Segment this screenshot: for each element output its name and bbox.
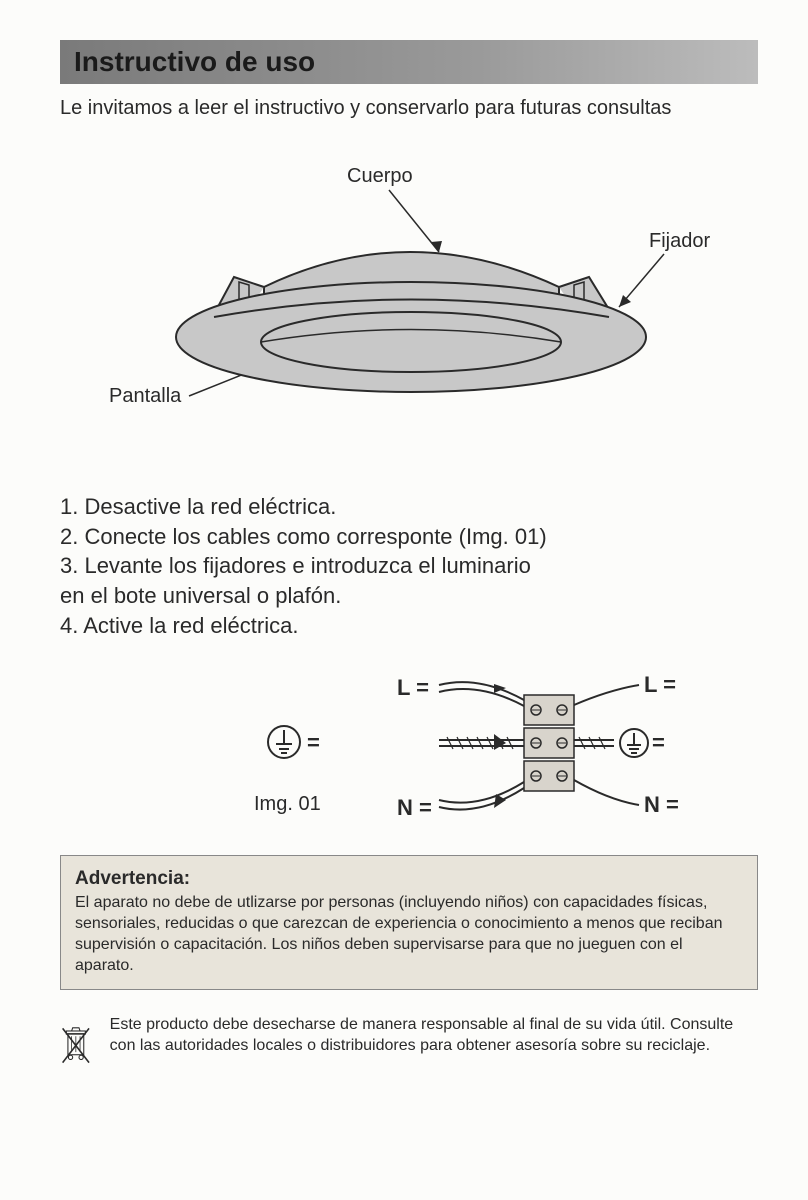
title-bar: Instructivo de uso	[60, 40, 758, 84]
step-4: 4. Active la red eléctrica.	[60, 611, 758, 641]
svg-text:=: =	[652, 730, 665, 755]
label-pantalla: Pantalla	[109, 385, 182, 407]
warning-box: Advertencia: El aparato no debe de utliz…	[60, 855, 758, 989]
svg-text:=: =	[307, 730, 320, 755]
wiring-diagram: = L = N = Img. 01	[60, 660, 758, 830]
warning-title: Advertencia:	[75, 868, 743, 890]
lamp-diagram: Cuerpo Fijador Pantalla	[60, 152, 758, 452]
step-3: 3. Levante los fijadores e introduzca el…	[60, 551, 758, 581]
label-cuerpo: Cuerpo	[347, 165, 413, 187]
recycle-bin-crossed-icon	[60, 1008, 92, 1083]
disposal-text: Este producto debe desecharse de manera …	[110, 1008, 758, 1057]
wiring-N: N =	[397, 795, 432, 820]
warning-body: El aparato no debe de utlizarse por pers…	[75, 893, 743, 976]
svg-text:L =: L =	[644, 672, 676, 697]
page-title: Instructivo de uso	[74, 46, 744, 78]
wiring-L: L =	[397, 675, 429, 700]
steps-list: 1. Desactive la red eléctrica. 2. Conect…	[60, 492, 758, 640]
disposal-section: Este producto debe desecharse de manera …	[60, 1008, 758, 1083]
step-1: 1. Desactive la red eléctrica.	[60, 492, 758, 522]
subtitle: Le invitamos a leer el instructivo y con…	[60, 94, 758, 122]
step-2: 2. Conecte los cables como corresponte (…	[60, 522, 758, 552]
label-fijador: Fijador	[649, 230, 710, 252]
img-label: Img. 01	[254, 793, 321, 815]
svg-text:N =: N =	[644, 792, 679, 817]
step-3b: en el bote universal o plafón.	[60, 581, 758, 611]
